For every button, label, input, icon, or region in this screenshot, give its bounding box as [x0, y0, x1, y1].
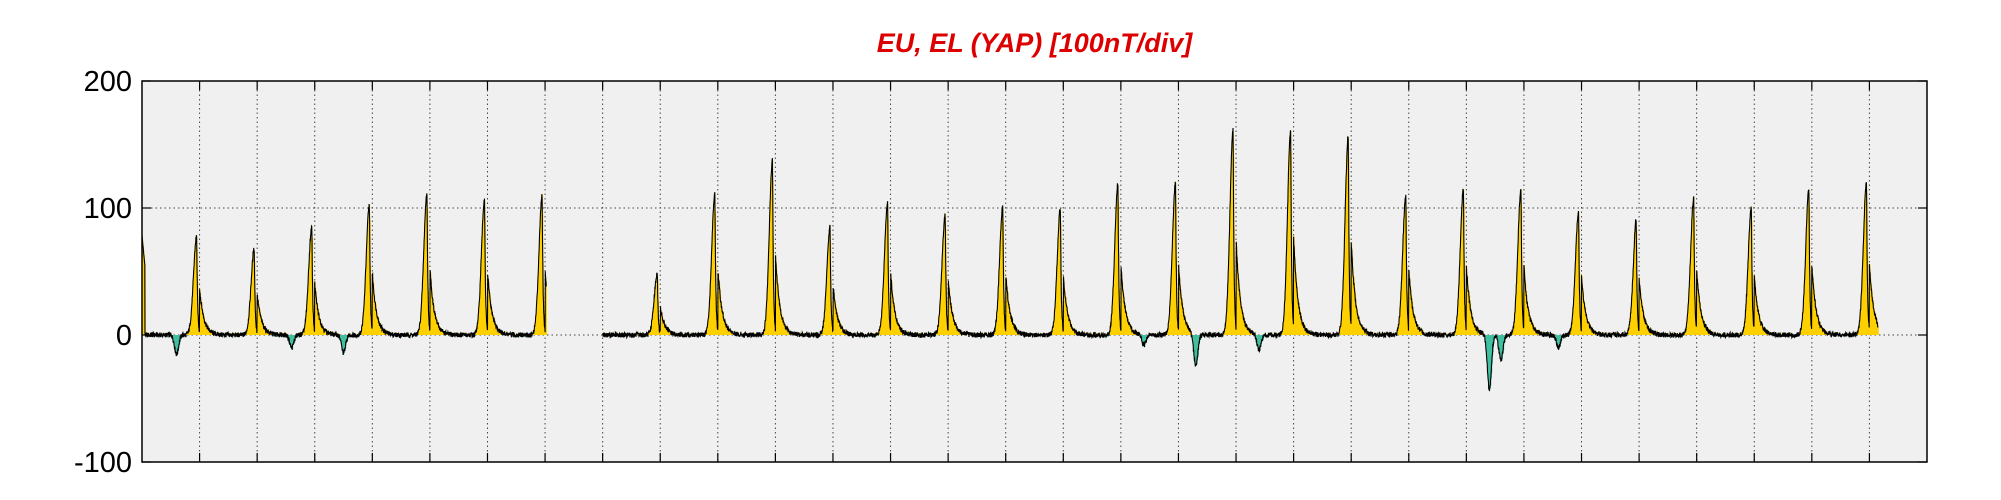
y-tick-label: 100 [84, 193, 132, 225]
area-bar-positive [1877, 326, 1879, 335]
y-tick-label: -100 [74, 447, 132, 479]
plot-area [142, 81, 1927, 462]
chart-title: EU, EL (YAP) [100nT/div] [877, 28, 1194, 58]
y-tick-label: 0 [116, 320, 132, 352]
area-bar-positive [545, 281, 547, 335]
y-tick-label: 200 [84, 66, 132, 98]
